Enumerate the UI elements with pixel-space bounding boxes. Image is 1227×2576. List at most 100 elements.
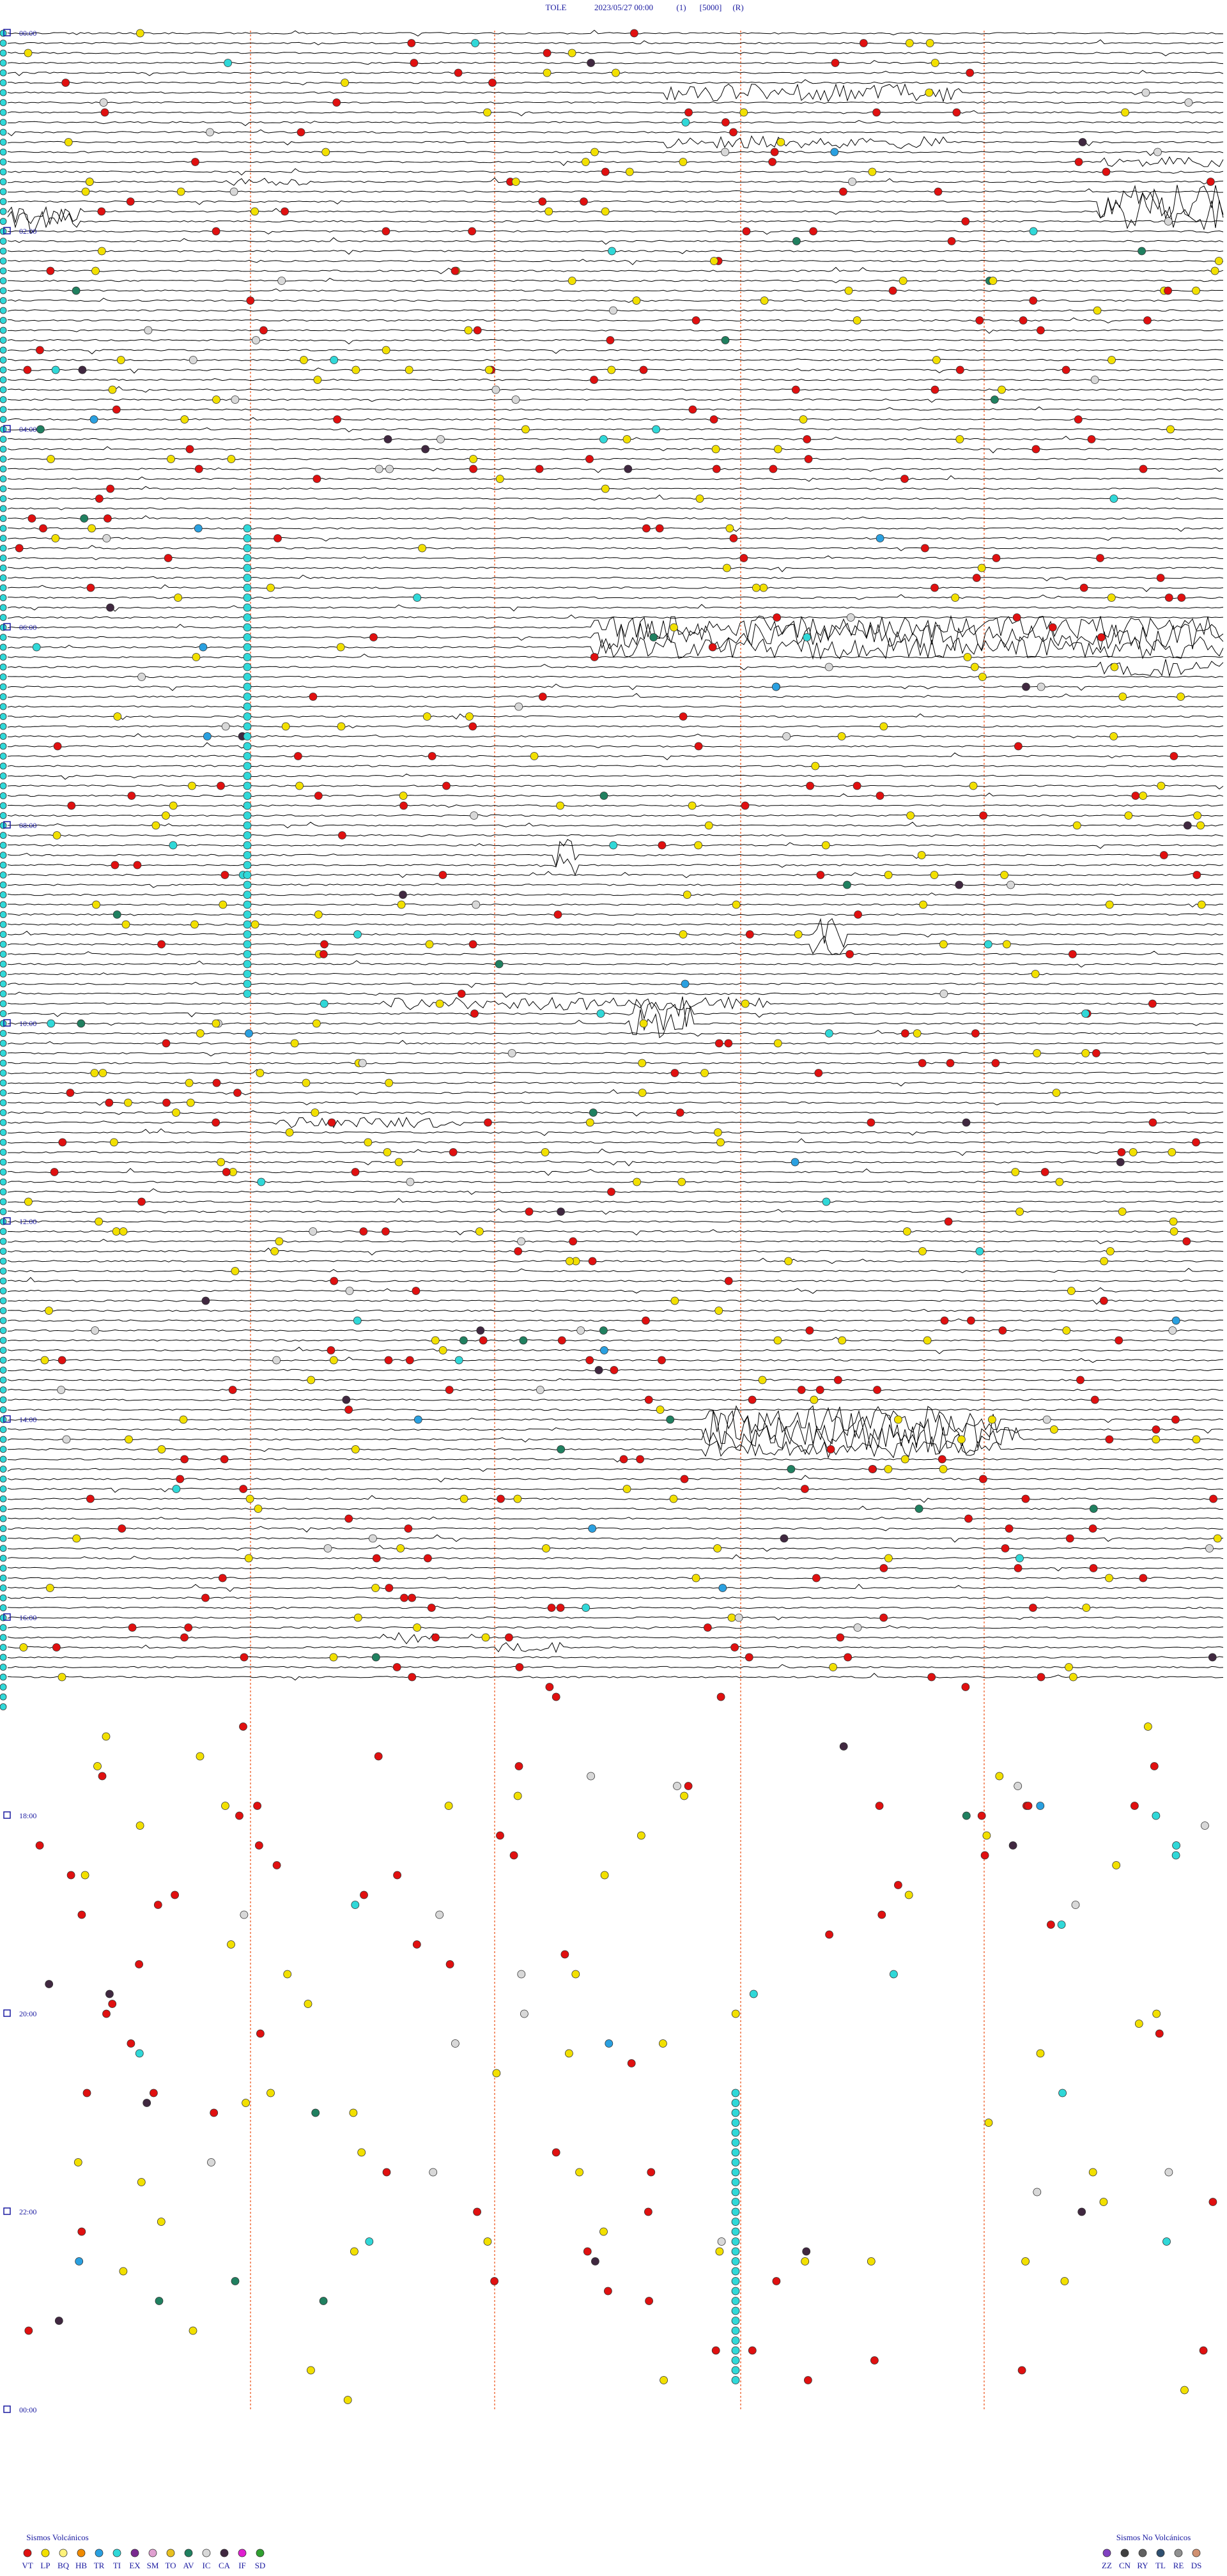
event-marker [0,901,7,908]
event-marker [212,1118,220,1127]
event-marker [509,1851,518,1860]
event-marker [535,464,544,473]
event-marker [514,1762,523,1770]
event-marker [806,781,814,790]
event-marker [1168,1148,1177,1156]
event-marker [228,1386,237,1394]
event-marker [711,2346,720,2355]
event-marker [731,2227,740,2236]
seismic-trace [7,1408,1224,1411]
seismic-trace [7,1308,1224,1312]
legend-dot [238,2549,247,2557]
event-marker [0,1515,7,1522]
event-marker [290,1039,299,1048]
event-marker [126,197,135,206]
event-marker [0,673,7,680]
legend-title: Sismos Volcánicos [26,2533,88,2542]
event-marker [0,861,7,869]
event-marker [0,238,7,245]
event-marker [86,1494,95,1503]
event-marker [1031,970,1040,978]
legend-dot [95,2549,104,2557]
event-marker [0,832,7,839]
seismic-trace [7,1082,1224,1087]
event-marker [585,1118,594,1127]
event-marker [557,1445,566,1453]
event-marker [217,1158,226,1167]
event-marker [0,158,7,165]
seismic-trace [7,1069,1224,1075]
event-marker [609,306,617,315]
event-marker [679,712,688,721]
event-marker [1192,1138,1200,1147]
event-marker [0,762,7,770]
event-marker [809,227,817,236]
event-marker [0,1386,7,1393]
event-marker [599,792,608,800]
event-marker [670,1069,679,1077]
event-marker [888,286,897,295]
event-marker [1207,178,1215,186]
event-marker [40,1356,49,1365]
event-marker [174,594,183,602]
seismic-trace [7,1198,1224,1203]
event-marker [638,1089,647,1097]
event-marker [980,1851,989,1860]
event-marker [0,1664,7,1671]
seismic-trace [7,1545,1224,1552]
event-marker [636,1455,644,1464]
event-marker [349,2108,358,2117]
event-marker [24,1197,33,1206]
seismic-trace [8,1534,1224,1543]
event-marker [319,950,328,958]
event-marker [0,1050,7,1057]
event-marker [184,1623,193,1632]
seismic-trace [7,266,1224,274]
event-marker [231,1267,240,1275]
event-marker [256,1069,265,1077]
event-marker [128,1623,137,1632]
event-marker [731,2198,740,2206]
event-marker [483,108,491,117]
event-marker [1071,1901,1080,1909]
event-marker [731,2178,740,2186]
event-marker [1067,1287,1076,1295]
seismic-trace [7,1409,1224,1448]
event-marker [0,594,7,601]
seismic-trace [7,1318,1224,1322]
event-marker [243,613,252,622]
event-marker [1139,464,1148,473]
event-marker [243,534,252,542]
event-marker [314,910,323,919]
seismic-trace [7,834,1224,838]
event-marker [243,712,252,721]
event-marker [879,722,888,731]
event-marker [576,1326,585,1335]
seismic-trace [7,208,1224,234]
event-marker [0,287,7,295]
event-marker [1037,682,1046,691]
event-marker [57,1386,66,1394]
seismic-trace [7,1526,1224,1533]
event-marker [314,792,323,800]
event-marker [201,1296,210,1305]
event-marker [900,475,909,483]
event-marker [212,1078,221,1087]
event-marker [815,1386,824,1394]
hour-label: 12:00 [19,1217,36,1226]
event-marker [566,1257,574,1266]
seismic-trace [7,1495,1224,1503]
event-marker [0,1158,7,1166]
event-marker [0,1574,7,1582]
event-marker [0,1030,7,1037]
event-marker [0,485,7,493]
event-marker [961,217,970,226]
legend-dot [256,2549,265,2557]
event-marker [0,356,7,364]
event-marker [400,1593,408,1602]
hour-label: 02:00 [19,227,36,236]
event-marker [374,1752,383,1761]
seismic-trace [7,537,1224,542]
event-marker [243,742,252,751]
event-marker [607,1188,615,1196]
